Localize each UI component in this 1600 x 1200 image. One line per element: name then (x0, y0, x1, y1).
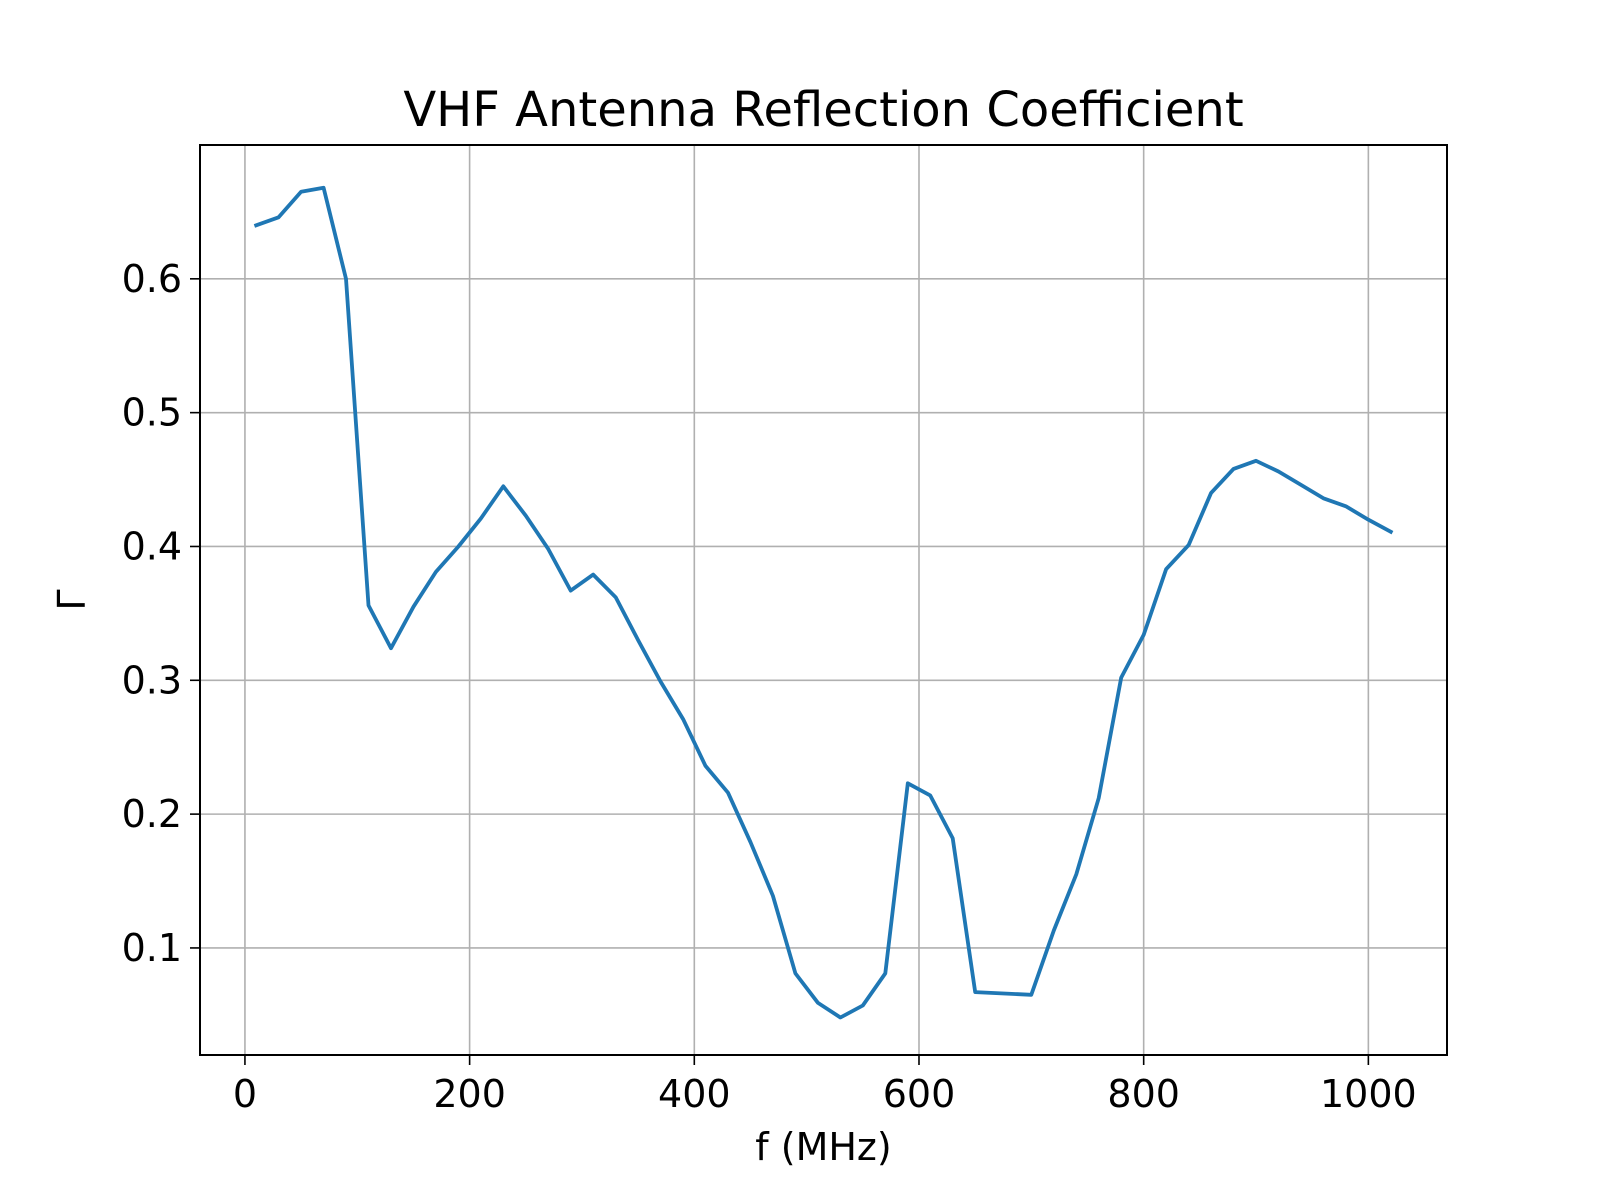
y-tick-label: 0.1 (122, 926, 182, 970)
x-tick-label: 800 (1107, 1072, 1180, 1116)
x-tick-label: 600 (883, 1072, 956, 1116)
y-tick-label: 0.6 (122, 257, 182, 301)
plot-area-frame (199, 144, 1448, 1056)
x-tick-label: 0 (233, 1072, 257, 1116)
y-tick-label: 0.2 (122, 792, 182, 836)
grid (200, 145, 1447, 1055)
x-tick-label: 200 (433, 1072, 506, 1116)
y-tick-label: 0.5 (122, 391, 182, 435)
x-tick-label: 1000 (1320, 1072, 1417, 1116)
axis-ticks: 0 200 400 600 800 1000 0.1 0.2 0.3 0.4 0.5 0.6 (122, 257, 1417, 1116)
series-layer (253, 185, 1394, 1020)
y-axis-label: Γ (50, 589, 94, 610)
series-line (253, 185, 1394, 1020)
y-tick-label: 0.4 (122, 524, 182, 568)
chart-title: VHF Antenna Reflection Coefficient (403, 82, 1243, 138)
x-tick-label: 400 (658, 1072, 731, 1116)
x-axis-label: f (MHz) (755, 1125, 891, 1169)
y-tick-label: 0.3 (122, 658, 182, 702)
